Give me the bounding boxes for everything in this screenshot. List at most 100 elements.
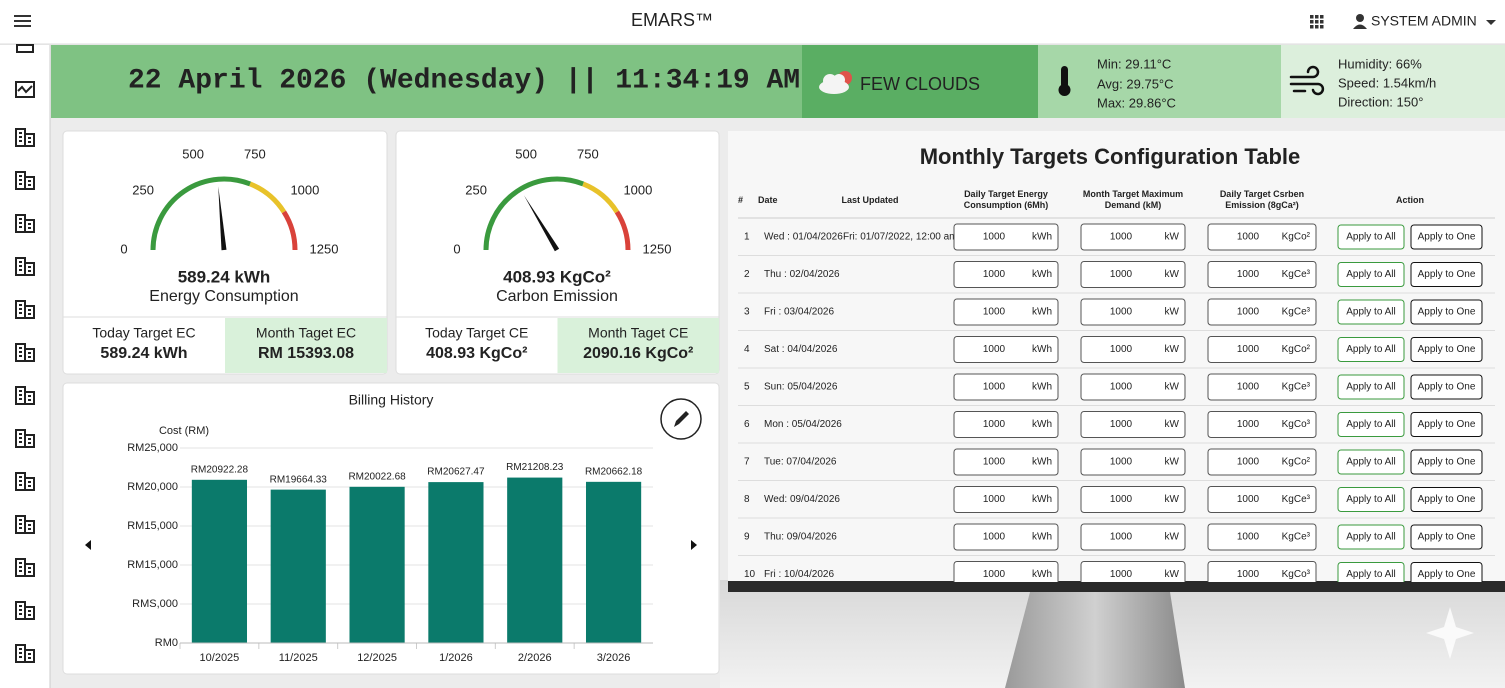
- target-input[interactable]: 1000 kWh: [953, 373, 1059, 401]
- input-unit: KgCe³: [1282, 494, 1311, 505]
- apply-all-button[interactable]: Apply to All: [1337, 562, 1405, 587]
- nav-building[interactable]: [15, 429, 35, 448]
- x-tick-label: 11/2025: [279, 652, 318, 664]
- nav-building[interactable]: [15, 644, 35, 663]
- target-input[interactable]: 1000 kWh: [953, 223, 1059, 251]
- apply-all-button[interactable]: Apply to All: [1337, 412, 1405, 437]
- apply-one-button[interactable]: Apply to One: [1410, 487, 1483, 512]
- target-label: Today Target EC: [92, 325, 195, 341]
- y-tick-label: RM15,000: [127, 559, 178, 571]
- chart-title: Billing History: [349, 392, 434, 408]
- nav-building[interactable]: [15, 257, 35, 276]
- nav-building[interactable]: [15, 171, 35, 190]
- target-input[interactable]: 1000 KgCe³: [1207, 373, 1317, 401]
- target-input[interactable]: 1000 kW: [1080, 223, 1186, 251]
- apply-all-button[interactable]: Apply to All: [1337, 262, 1405, 287]
- target-input[interactable]: 1000 kW: [1080, 523, 1186, 551]
- target-cell-month: [557, 318, 719, 373]
- button-box: [1337, 449, 1405, 475]
- input-box: [1207, 223, 1317, 251]
- apply-one-button[interactable]: Apply to One: [1410, 562, 1483, 587]
- target-input[interactable]: 1000 kWh: [953, 448, 1059, 476]
- apply-one-button[interactable]: Apply to One: [1410, 299, 1483, 325]
- gauge-tick-label: 250: [132, 183, 154, 198]
- user-menu[interactable]: SYSTEM ADMIN: [1353, 13, 1496, 29]
- edit-button[interactable]: [660, 398, 702, 440]
- target-input[interactable]: 1000 KgCo³: [1207, 561, 1317, 588]
- apply-all-button[interactable]: Apply to All: [1337, 487, 1405, 512]
- target-input[interactable]: 1000 KgCe³: [1207, 298, 1317, 326]
- apply-one-button[interactable]: Apply to One: [1410, 337, 1483, 362]
- building-windows: [19, 605, 31, 616]
- apply-all-button[interactable]: Apply to All: [1337, 524, 1405, 550]
- apply-all-button[interactable]: Apply to All: [1337, 337, 1405, 362]
- gauge-tick-label: 250: [465, 183, 487, 198]
- apply-one-button[interactable]: Apply to One: [1410, 412, 1483, 437]
- input-value: 1000: [1110, 494, 1133, 505]
- nav-monitor[interactable]: [16, 44, 34, 53]
- user-name: SYSTEM ADMIN: [1371, 13, 1477, 29]
- nav-building[interactable]: [15, 214, 35, 233]
- apply-all-button[interactable]: Apply to All: [1337, 299, 1405, 325]
- nav-building[interactable]: [15, 601, 35, 620]
- apps-button[interactable]: [1310, 15, 1324, 29]
- input-unit: kWh: [1032, 269, 1052, 280]
- row-date: Fri : 03/04/2026: [764, 307, 834, 318]
- target-input[interactable]: 1000 kW: [1080, 486, 1186, 513]
- target-input[interactable]: 1000 kW: [1080, 561, 1186, 588]
- apply-all-button[interactable]: Apply to All: [1337, 224, 1405, 250]
- apply-one-button[interactable]: Apply to One: [1410, 374, 1483, 400]
- target-input[interactable]: 1000 KgCo³: [1207, 411, 1317, 438]
- column-header: Date: [758, 195, 778, 205]
- target-input[interactable]: 1000 KgCe³: [1207, 261, 1317, 288]
- apply-one-button[interactable]: Apply to One: [1410, 224, 1483, 250]
- target-cell-month: [225, 318, 387, 373]
- nav-analytics[interactable]: [15, 81, 35, 98]
- chart-right-arrow[interactable]: [691, 540, 697, 550]
- target-input[interactable]: 1000 kW: [1080, 298, 1186, 326]
- nav-building[interactable]: [15, 343, 35, 362]
- input-box: [1207, 523, 1317, 551]
- y-axis-label: Cost (RM): [159, 425, 209, 437]
- building-windows: [19, 304, 31, 315]
- chart-left-arrow[interactable]: [85, 540, 91, 550]
- target-input[interactable]: 1000 kWh: [953, 486, 1059, 513]
- gauge-tick-label: 500: [515, 146, 537, 161]
- button-box: [1337, 374, 1405, 400]
- target-input[interactable]: 1000 KgCe³: [1207, 523, 1317, 551]
- gauge-value: 408.93 KgCo²: [503, 267, 611, 286]
- target-input[interactable]: 1000 KgCe³: [1207, 486, 1317, 513]
- target-input[interactable]: 1000 kWh: [953, 298, 1059, 326]
- menu-button[interactable]: [14, 15, 31, 27]
- column-header-text: Last Updated: [841, 194, 899, 205]
- target-input[interactable]: 1000 KgCo²: [1207, 223, 1317, 251]
- input-unit: kWh: [1032, 494, 1052, 505]
- input-box: [953, 411, 1059, 438]
- target-input[interactable]: 1000 kWh: [953, 336, 1059, 363]
- target-input[interactable]: 1000 kWh: [953, 261, 1059, 288]
- gauge-tick-label: 750: [577, 146, 599, 161]
- nav-building[interactable]: [15, 300, 35, 319]
- target-input[interactable]: 1000 KgCo²: [1207, 336, 1317, 363]
- nav-building[interactable]: [15, 515, 35, 534]
- apply-one-button[interactable]: Apply to One: [1410, 449, 1483, 475]
- target-input[interactable]: 1000 kW: [1080, 261, 1186, 288]
- target-input[interactable]: 1000 kW: [1080, 448, 1186, 476]
- target-input[interactable]: 1000 KgCo²: [1207, 448, 1317, 476]
- target-input[interactable]: 1000 kWh: [953, 523, 1059, 551]
- target-input[interactable]: 1000 kW: [1080, 411, 1186, 438]
- target-input[interactable]: 1000 kWh: [953, 411, 1059, 438]
- nav-building[interactable]: [15, 558, 35, 577]
- nav-building[interactable]: [15, 472, 35, 491]
- target-input[interactable]: 1000 kWh: [953, 561, 1059, 588]
- target-label: Today Target CE: [425, 325, 528, 341]
- row-number: 2: [744, 269, 750, 280]
- apply-one-button[interactable]: Apply to One: [1410, 262, 1483, 287]
- nav-building[interactable]: [15, 386, 35, 405]
- nav-building[interactable]: [15, 128, 35, 147]
- apply-one-button[interactable]: Apply to One: [1410, 524, 1483, 550]
- target-input[interactable]: 1000 kW: [1080, 336, 1186, 363]
- target-input[interactable]: 1000 kW: [1080, 373, 1186, 401]
- apply-all-button[interactable]: Apply to All: [1337, 374, 1405, 400]
- apply-all-button[interactable]: Apply to All: [1337, 449, 1405, 475]
